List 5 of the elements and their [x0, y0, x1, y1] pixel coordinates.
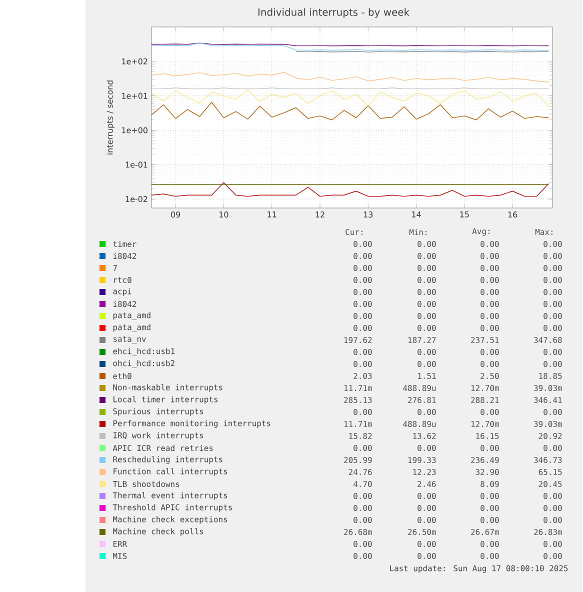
line-series [152, 42, 550, 51]
line-series [152, 89, 550, 107]
line-series [152, 72, 550, 82]
chart-title: Individual interrupts - by week [258, 8, 410, 18]
line-series [152, 102, 550, 120]
